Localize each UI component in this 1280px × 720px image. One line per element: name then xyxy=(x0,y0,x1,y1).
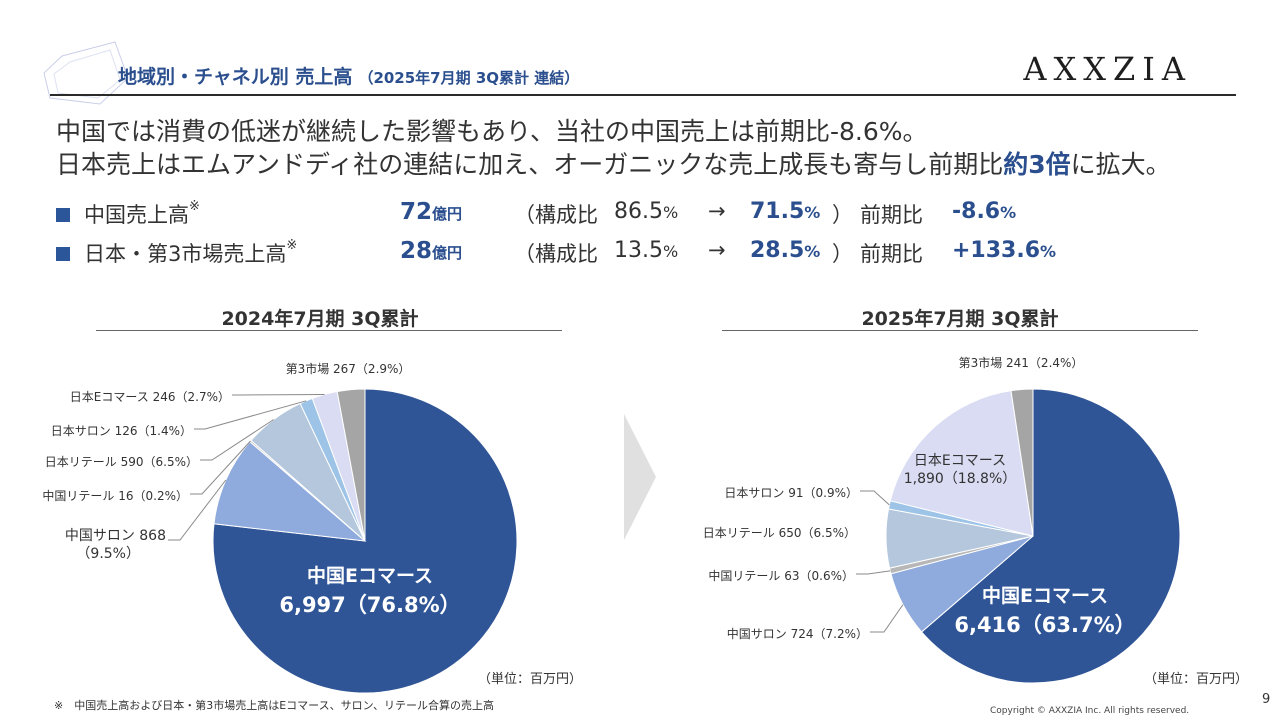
chart-title-2025: 2025年7月期 3Q累計 xyxy=(861,308,1059,330)
leader-line xyxy=(168,479,227,541)
pie-chart-2024: 中国Eコマース 6,997（76.8%） 中国サロン 868 （9.5%） 中国リテール… xyxy=(42,361,518,694)
chart-title-underline xyxy=(722,330,1198,331)
slice-label: 中国リテール 16（0.2%） xyxy=(42,488,188,503)
ratio-to: 28.5% xyxy=(750,238,821,263)
ratio-from: 86.5% xyxy=(614,199,679,224)
pie-slice xyxy=(336,388,366,542)
copyright: Copyright © AXXZIA Inc. All rights reser… xyxy=(990,706,1190,716)
yoy-value: -8.6% xyxy=(952,199,1017,224)
slice-label: 日本Eコマース xyxy=(914,453,1006,469)
leader-line xyxy=(190,440,251,495)
summary-row-china: 中国売上高※ 72億円 （構成比 86.5% → 71.5% ） 前期比 -8.… xyxy=(56,199,1156,233)
ratio-label: （構成比 xyxy=(514,203,598,227)
ratio-to: 71.5% xyxy=(750,199,821,224)
page-title: 地域別・チャネル別 売上高 （2025年7月期 3Q累計 連結） xyxy=(118,62,579,89)
chevron-right-icon xyxy=(624,414,656,540)
arrow-right-icon: → xyxy=(708,238,726,262)
pie-slice xyxy=(212,388,518,694)
slice-label-value: （9.5%） xyxy=(76,546,140,562)
slice-label-value: 6,997（76.8%） xyxy=(279,593,460,617)
headline-line-2-post: に拡大。 xyxy=(1070,150,1171,179)
chart-title-2024: 2024年7月期 3Q累計 xyxy=(221,308,419,330)
yoy-label: 前期比 xyxy=(860,242,923,266)
leader-line xyxy=(194,400,307,430)
slice-label: 中国サロン 868 xyxy=(65,528,166,544)
summary-amount: 72億円 xyxy=(400,199,463,225)
unit-label-2024: （単位：百万円） xyxy=(478,672,583,687)
slice-label: 日本Eコマース 246（2.7%） xyxy=(70,390,230,404)
decorative-hexagon xyxy=(43,41,129,105)
note-mark: ※ xyxy=(286,238,298,253)
slice-label: 日本サロン 126（1.4%） xyxy=(51,424,192,438)
chart-title-underline xyxy=(96,330,562,331)
summary-label: 中国売上高※ xyxy=(84,199,200,227)
headline-line-1: 中国では消費の低迷が継続した影響もあり、当社の中国売上は前期比-8.6%。 xyxy=(56,117,928,146)
ratio-from: 13.5% xyxy=(614,238,679,263)
headline-line-2: 日本売上はエムアンドディ社の連結に加え、オーガニックな売上成長も寄与し前期比約3… xyxy=(56,145,1171,181)
headline-line-2-pre: 日本売上はエムアンドディ社の連結に加え、オーガニックな売上成長も寄与し前期比 xyxy=(56,150,1004,179)
title-main: 地域別・チャネル別 売上高 xyxy=(118,66,353,88)
slice-label: 中国Eコマース xyxy=(307,564,433,587)
slice-label: 第3市場 267（2.9%） xyxy=(286,361,411,376)
slice-label-value: 6,416（63.7%） xyxy=(954,613,1135,637)
bullet-square-icon xyxy=(56,208,70,222)
ratio-close: ） xyxy=(832,242,853,266)
slice-label: 日本リテール 650（6.5%） xyxy=(703,526,856,540)
summary-row-japan: 日本・第3市場売上高※ 28億円 （構成比 13.5% → 28.5% ） 前期… xyxy=(56,238,1156,272)
slice-label: 日本サロン 91（0.9%） xyxy=(724,486,858,500)
pie-slice xyxy=(889,390,1034,537)
slice-label: 第3市場 241（2.4%） xyxy=(959,355,1084,370)
yoy-value: +133.6% xyxy=(952,238,1057,263)
ratio-close: ） xyxy=(832,203,853,227)
slice-label: 中国リテール 63（0.6%） xyxy=(708,568,854,583)
slice-label: 中国Eコマース xyxy=(982,584,1108,607)
pie-slice xyxy=(920,388,1181,684)
summary-amount: 28億円 xyxy=(400,238,463,264)
slice-label: 日本リテール 590（6.5%） xyxy=(45,455,198,469)
page-number: 9 xyxy=(1262,692,1271,707)
footnote: ※ 中国売上高および日本・第3市場売上高はEコマース、サロン、リテール合算の売上… xyxy=(54,699,494,712)
ratio-label: （構成比 xyxy=(514,242,598,266)
summary-label: 日本・第3市場売上高※ xyxy=(84,238,298,266)
header-divider xyxy=(50,94,1236,96)
leader-line xyxy=(232,394,325,396)
leader-line xyxy=(870,604,904,633)
arrow-right-icon: → xyxy=(708,199,726,223)
leader-line xyxy=(856,570,891,575)
title-subtitle: （2025年7月期 3Q累計 連結） xyxy=(358,69,580,87)
bullet-square-icon xyxy=(56,247,70,261)
company-logo: AXXZIA xyxy=(1023,50,1192,88)
slice-label-value: 1,890（18.8%） xyxy=(904,471,1017,487)
yoy-label: 前期比 xyxy=(860,203,923,227)
note-mark: ※ xyxy=(189,199,200,214)
pie-slice xyxy=(1010,388,1034,537)
leader-line xyxy=(860,490,890,506)
leader-line xyxy=(200,419,274,461)
headline-emphasis: 約3倍 xyxy=(1003,150,1071,179)
slice-label: 中国サロン 724（7.2%） xyxy=(727,626,868,641)
unit-label-2025: （単位：百万円） xyxy=(1144,672,1249,687)
